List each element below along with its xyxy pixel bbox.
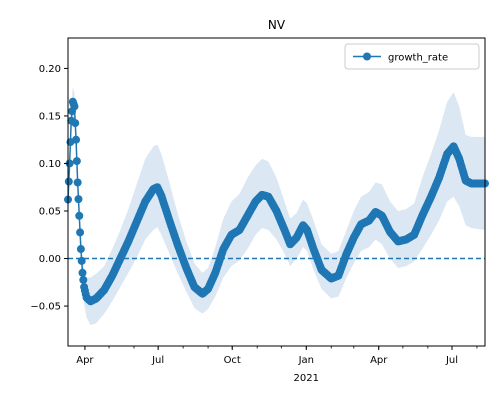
axes-frame [67,37,486,347]
legend-box [344,43,480,70]
y-tick-label: 0.15 [39,111,61,122]
x-tick-label: Apr [370,355,388,366]
growth-rate-markers [64,97,489,306]
growth-rate-point [77,256,86,265]
x-tick-sublabel: 2021 [294,373,319,384]
y-tick-label: 0.20 [39,64,61,75]
growth-rate-point [76,228,85,237]
growth-rate-point [73,178,82,187]
chart-title: NV [268,18,286,32]
growth-rate-point [72,157,81,166]
x-tick-label: Jul [445,355,458,366]
x-tick-label: Jul [151,355,164,366]
y-axis: −0.05 0.00 0.05 0.10 0.15 0.20 [30,64,68,313]
growth-rate-point [76,245,85,254]
growth-rate-point [74,195,83,204]
growth-rate-point [64,177,73,186]
growth-rate-point [71,119,80,128]
x-tick-label: Oct [224,355,241,366]
growth-rate-point [78,268,87,277]
growth-rate-point [75,211,84,220]
legend: growth_rate [344,43,480,70]
y-tick-label: 0.10 [39,159,61,170]
x-tick-label: Apr [76,355,94,366]
growth-rate-point [72,135,81,144]
y-tick-label: 0.05 [39,207,61,218]
growth-rate-point [70,102,79,111]
y-tick-label: −0.05 [30,302,61,313]
legend-label: growth_rate [388,53,448,64]
y-tick-label: 0.00 [39,254,61,265]
legend-marker-swatch [363,52,371,61]
x-tick-label: Jan [298,355,314,366]
x-axis: Apr Jul Oct Jan 2021 Apr Jul [76,346,478,384]
growth-rate-point [79,275,88,284]
plot-area [64,87,489,326]
